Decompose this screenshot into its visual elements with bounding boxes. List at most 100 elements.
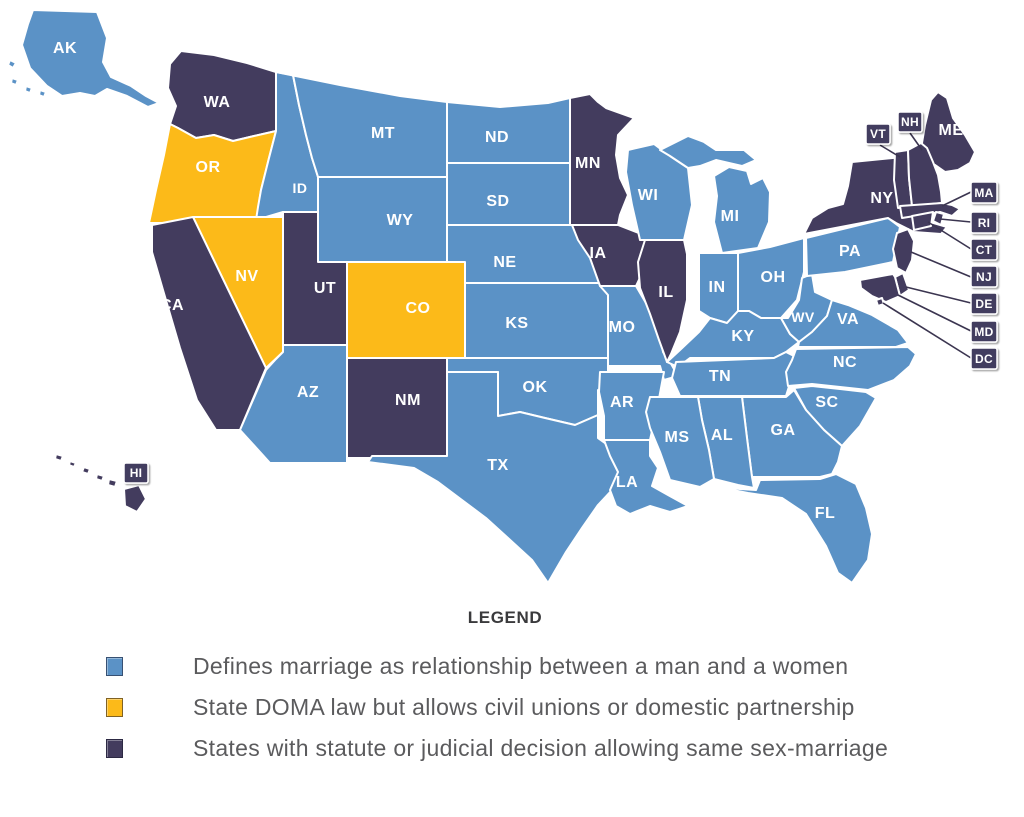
legend-swatch-civil-union: [106, 697, 123, 717]
callouts-layer: VT NH MA RI CT NJ DE MD: [123, 111, 998, 484]
state-me[interactable]: [919, 91, 976, 173]
state-label-nc: NC: [833, 354, 857, 371]
state-ct[interactable]: [911, 211, 934, 231]
state-label-tx: TX: [487, 457, 508, 474]
leader-line-nj: [910, 251, 972, 278]
state-label-ky: KY: [731, 328, 754, 345]
state-label-ca: CA: [160, 297, 184, 314]
state-label-sd: SD: [486, 193, 509, 210]
leader-line-ct: [927, 221, 972, 250]
legend-title: LEGEND: [467, 608, 543, 627]
state-ms[interactable]: [645, 396, 715, 488]
state-label-ar: AR: [610, 394, 634, 411]
callout-nj[interactable]: NJ: [970, 265, 998, 288]
state-label-wy: WY: [387, 212, 414, 229]
leader-lines-layer: [879, 132, 972, 359]
state-label-mn: MN: [575, 155, 601, 172]
svg-text:DE: DE: [975, 297, 992, 311]
state-label-il: IL: [658, 284, 673, 301]
legend-label-man-woman: Defines marriage as relationship between…: [193, 652, 849, 679]
state-label-mt: MT: [371, 125, 395, 142]
leader-line-de: [905, 286, 972, 304]
legend-swatch-same-sex: [106, 738, 123, 758]
state-dc[interactable]: [875, 297, 885, 307]
state-ri[interactable]: [932, 211, 945, 226]
legend-item-same-sex: States with statute or judicial decision…: [106, 735, 888, 761]
state-nc[interactable]: [785, 346, 917, 391]
callout-ri[interactable]: RI: [970, 211, 998, 234]
svg-text:MA: MA: [974, 186, 993, 200]
legend-item-man-woman: Defines marriage as relationship between…: [106, 653, 848, 679]
state-label-ny: NY: [870, 190, 893, 207]
svg-text:CT: CT: [976, 243, 993, 257]
states-layer: [7, 9, 976, 584]
state-label-in: IN: [709, 279, 726, 296]
legend-item-civil-union: State DOMA law but allows civil unions o…: [106, 694, 855, 720]
svg-text:NJ: NJ: [976, 270, 992, 284]
state-il[interactable]: [637, 239, 688, 363]
leader-line-nh: [909, 132, 923, 151]
state-ks[interactable]: [464, 282, 609, 359]
callout-nh[interactable]: NH: [897, 111, 923, 133]
state-label-ne: NE: [493, 254, 516, 271]
callout-md[interactable]: MD: [970, 320, 998, 343]
state-nj[interactable]: [892, 228, 915, 274]
callout-de[interactable]: DE: [970, 292, 998, 315]
state-label-ak: AK: [53, 40, 77, 57]
state-label-az: AZ: [297, 384, 319, 401]
state-label-pa: PA: [839, 243, 861, 260]
state-label-mo: MO: [609, 319, 636, 336]
state-label-oh: OH: [761, 269, 786, 286]
state-label-va: VA: [837, 311, 859, 328]
state-label-me: ME: [939, 122, 964, 139]
leader-line-dc: [882, 302, 972, 359]
state-label-tn: TN: [709, 368, 731, 385]
state-label-mi: MI: [721, 208, 740, 225]
state-label-ms: MS: [665, 429, 690, 446]
callout-ma[interactable]: MA: [970, 181, 998, 204]
state-ca[interactable]: [151, 216, 267, 431]
callout-dc[interactable]: DC: [970, 347, 998, 370]
legend-swatch-man-woman: [106, 656, 123, 676]
state-label-ks: KS: [505, 315, 528, 332]
state-fl[interactable]: [711, 473, 873, 584]
state-label-nv: NV: [235, 268, 258, 285]
state-wv[interactable]: [780, 273, 833, 343]
state-tx[interactable]: [367, 371, 626, 584]
state-ma[interactable]: [899, 202, 961, 219]
state-label-sc: SC: [815, 394, 838, 411]
state-wy[interactable]: [317, 176, 448, 263]
svg-text:HI: HI: [130, 466, 143, 480]
state-label-ga: GA: [771, 422, 796, 439]
state-label-co: CO: [406, 300, 431, 317]
callout-ct[interactable]: CT: [970, 238, 998, 261]
callout-vt[interactable]: VT: [865, 123, 891, 145]
state-ky[interactable]: [666, 310, 800, 368]
state-label-ut: UT: [314, 280, 336, 297]
state-label-ok: OK: [523, 379, 548, 396]
state-label-la: LA: [616, 474, 638, 491]
state-label-wv: WV: [791, 309, 815, 325]
leader-line-ri: [939, 218, 972, 223]
legend-label-civil-union: State DOMA law but allows civil unions o…: [193, 693, 855, 720]
legend-label-same-sex: States with statute or judicial decision…: [193, 734, 889, 761]
state-la[interactable]: [603, 439, 689, 515]
state-labels-layer: AK WA OR CA NV ID UT AZ MT WY CO NM ND S…: [53, 40, 964, 522]
state-hi[interactable]: [54, 453, 147, 513]
state-label-id: ID: [293, 180, 308, 196]
svg-text:DC: DC: [975, 352, 993, 366]
svg-text:RI: RI: [978, 216, 991, 230]
state-label-nm: NM: [395, 392, 421, 409]
state-nh[interactable]: [907, 142, 943, 207]
leader-line-ma: [941, 191, 972, 207]
state-ak[interactable]: [7, 9, 160, 108]
state-sd[interactable]: [446, 162, 578, 226]
svg-text:MD: MD: [974, 325, 993, 339]
state-md[interactable]: [859, 273, 901, 303]
state-label-fl: FL: [815, 505, 836, 522]
state-mi[interactable]: [659, 135, 771, 254]
callout-hi[interactable]: HI: [123, 462, 149, 484]
svg-text:VT: VT: [870, 127, 886, 141]
leader-line-md: [897, 294, 972, 332]
